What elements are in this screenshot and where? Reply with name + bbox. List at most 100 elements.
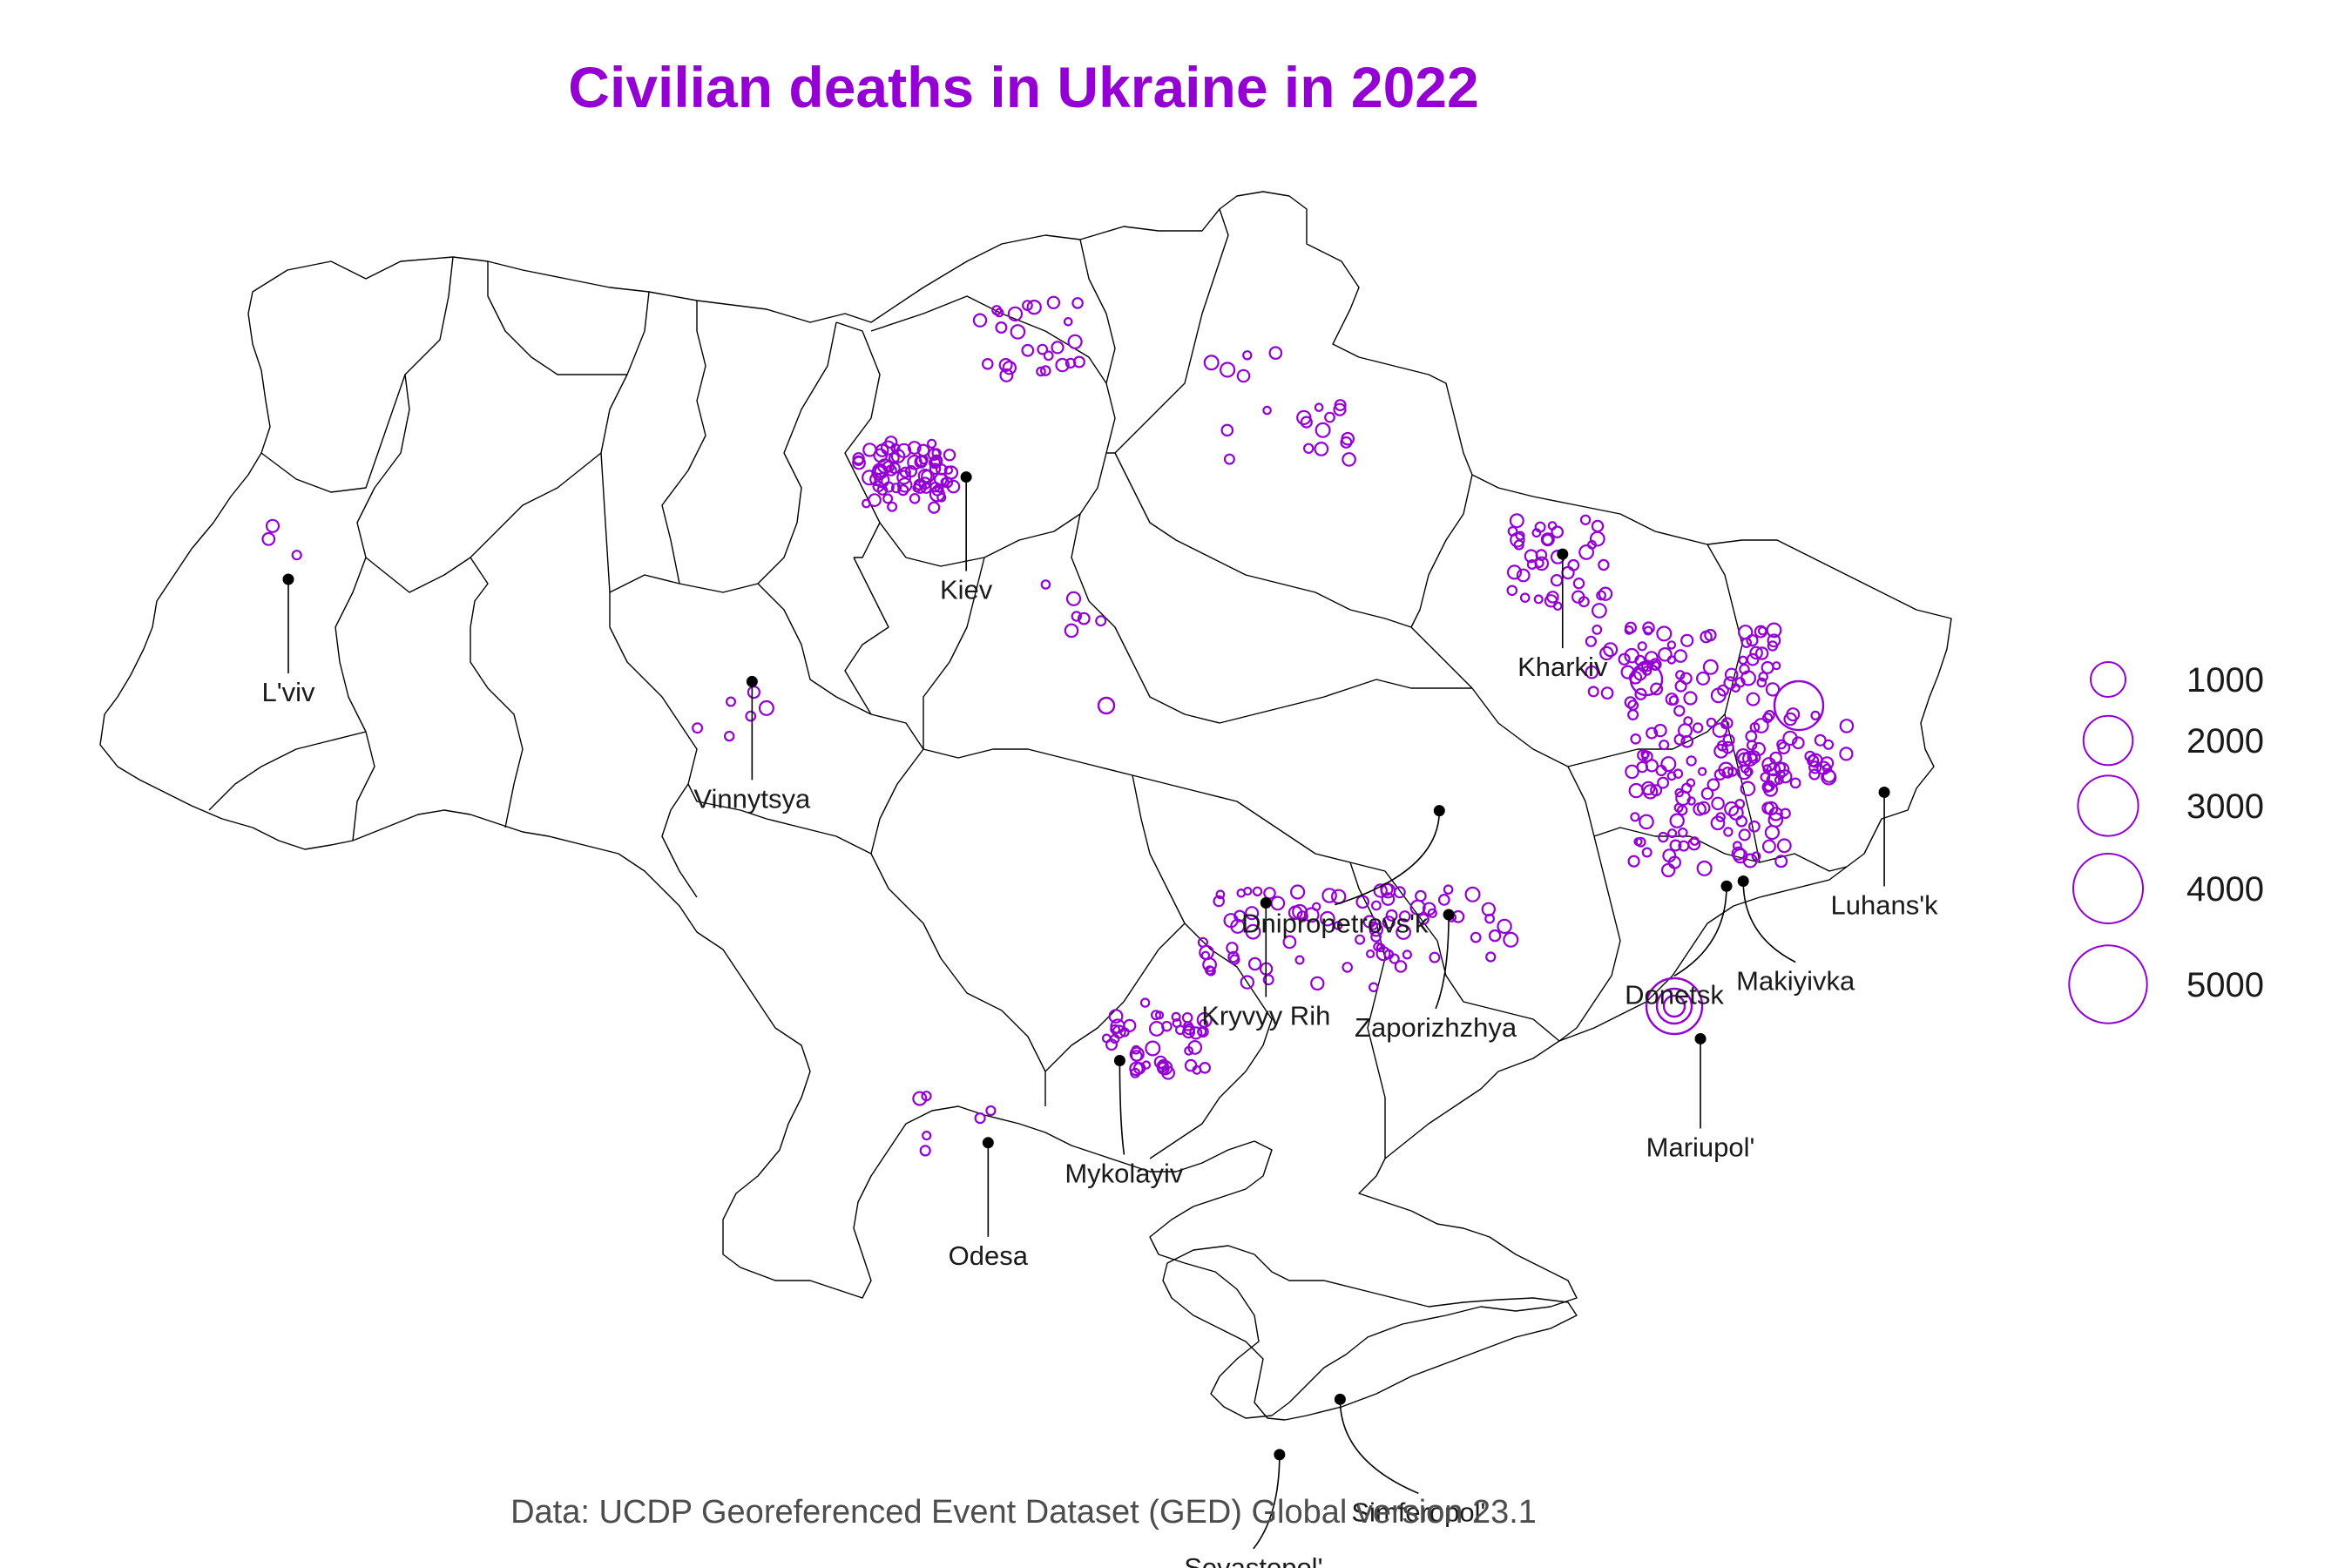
event-marker — [1230, 918, 1246, 934]
city-leader-line — [1742, 881, 1796, 963]
event-marker — [1724, 801, 1740, 817]
event-marker — [1315, 422, 1331, 438]
event-marker — [928, 501, 941, 514]
event-marker — [1534, 558, 1544, 569]
event-marker — [1659, 739, 1670, 751]
event-marker — [1383, 949, 1395, 960]
legend-label: 5000 — [2186, 966, 2264, 1004]
event-marker — [874, 472, 890, 489]
event-marker — [1686, 755, 1697, 767]
event-marker — [1119, 1027, 1130, 1037]
event-marker — [1148, 1020, 1165, 1037]
event-marker — [1808, 768, 1821, 781]
event-marker — [1710, 815, 1726, 831]
event-marker — [1370, 900, 1382, 911]
event-marker — [1789, 777, 1801, 789]
event-marker — [1696, 860, 1713, 876]
city-dot — [982, 1137, 994, 1149]
event-marker — [1427, 908, 1437, 918]
event-marker — [1731, 846, 1746, 861]
event-marker — [1718, 761, 1734, 778]
event-marker — [1591, 519, 1605, 533]
event-marker — [1628, 782, 1645, 799]
event-marker — [1668, 695, 1680, 706]
event-marker — [1773, 679, 1825, 732]
city-leader-line — [1335, 810, 1441, 906]
event-marker — [994, 308, 1004, 318]
event-marker — [1747, 750, 1761, 764]
event-marker — [1756, 677, 1767, 688]
event-marker — [1591, 603, 1607, 618]
event-marker — [1596, 590, 1606, 601]
legend-circle — [2077, 774, 2139, 837]
event-marker — [1706, 717, 1717, 728]
event-marker — [885, 464, 897, 476]
event-marker — [1578, 596, 1590, 608]
event-marker — [1747, 820, 1761, 833]
size-legend: 1000 2000 3000 4000 5000 — [2068, 661, 2264, 1024]
event-marker — [876, 484, 889, 496]
event-marker — [899, 466, 911, 478]
event-marker — [1693, 802, 1707, 816]
event-marker — [1658, 831, 1669, 843]
event-marker — [1627, 855, 1640, 868]
event-marker — [862, 498, 871, 509]
event-marker — [725, 696, 736, 707]
event-marker — [1776, 739, 1787, 750]
event-marker — [1758, 671, 1768, 682]
event-marker — [1227, 950, 1240, 963]
event-marker — [1598, 558, 1610, 571]
event-marker — [1822, 739, 1835, 750]
event-marker — [1754, 646, 1769, 660]
event-marker — [1739, 663, 1750, 675]
event-marker — [1021, 343, 1035, 357]
city-label: Luhans'k — [1831, 889, 1939, 920]
city-dot — [1443, 909, 1455, 921]
event-marker — [1252, 886, 1263, 897]
event-marker — [1503, 931, 1519, 948]
event-marker — [1598, 586, 1613, 601]
event-marker — [999, 368, 1014, 382]
event-marker — [265, 518, 280, 533]
event-marker — [862, 443, 877, 457]
event-marker — [1592, 625, 1603, 635]
event-marker — [1760, 772, 1771, 782]
event-marker — [1302, 443, 1315, 454]
event-marker — [889, 452, 900, 464]
event-marker — [1515, 531, 1525, 541]
event-marker — [1247, 956, 1262, 971]
event-marker — [1172, 1017, 1182, 1028]
event-marker — [1713, 743, 1729, 759]
event-marker — [1589, 531, 1605, 547]
event-marker — [1579, 514, 1592, 526]
event-marker — [874, 464, 889, 479]
event-marker — [1245, 923, 1261, 940]
event-marker — [1776, 838, 1792, 854]
event-marker — [1673, 705, 1686, 717]
event-marker — [1200, 950, 1211, 961]
event-marker — [904, 464, 918, 478]
event-marker — [1381, 892, 1396, 906]
event-marker — [291, 550, 302, 561]
event-marker — [1624, 647, 1639, 664]
event-marker — [1341, 431, 1355, 446]
legend-circle — [2082, 714, 2134, 767]
event-marker — [972, 313, 988, 328]
event-marker — [1749, 722, 1761, 733]
event-marker — [1541, 533, 1554, 546]
event-marker — [1639, 814, 1654, 830]
event-marker — [1110, 1033, 1120, 1044]
event-marker — [1702, 659, 1719, 675]
event-marker — [1839, 719, 1855, 733]
event-marker — [871, 464, 887, 481]
event-marker — [1485, 951, 1497, 963]
event-marker — [912, 1091, 928, 1106]
event-marker — [1171, 1011, 1181, 1022]
event-marker — [1740, 637, 1753, 649]
event-marker — [1640, 749, 1650, 760]
event-marker — [1642, 621, 1655, 634]
event-marker — [1288, 905, 1303, 920]
event-marker — [1333, 402, 1347, 416]
event-marker — [1624, 625, 1634, 635]
